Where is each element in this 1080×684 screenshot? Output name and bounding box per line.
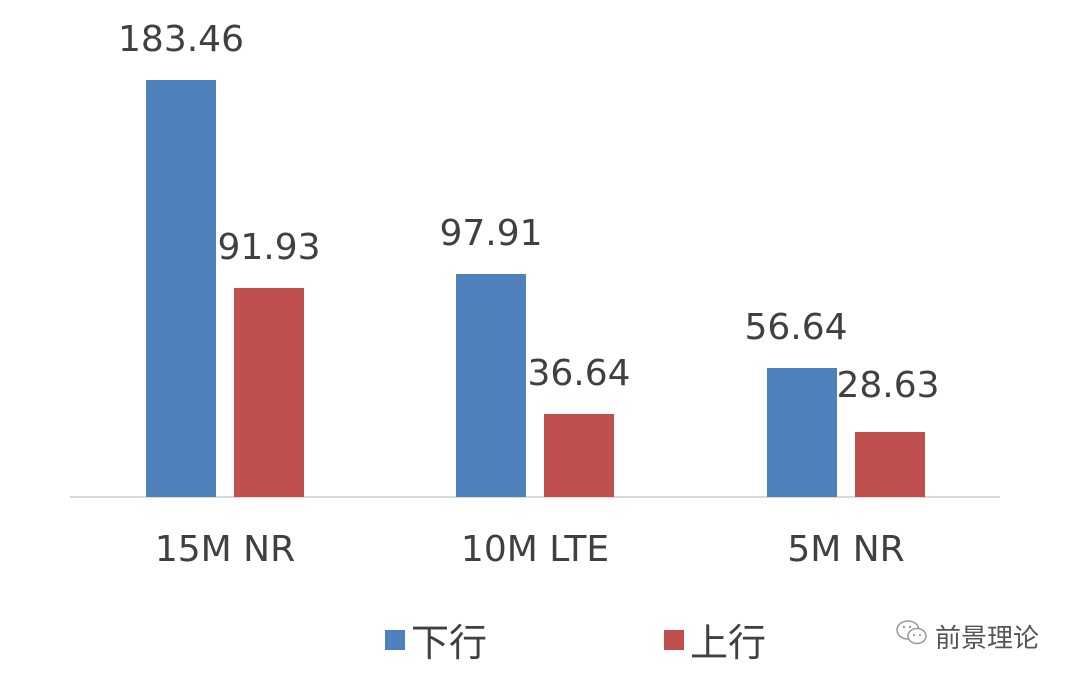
category-label: 15M NR (154, 529, 296, 570)
data-label: 28.63 (836, 364, 940, 406)
bar-downlink (146, 80, 216, 497)
bar-uplink (855, 431, 925, 497)
data-label: 97.91 (439, 213, 543, 255)
data-label: 56.64 (744, 307, 848, 349)
legend-swatch-downlink (385, 629, 405, 650)
legend-item-uplink: 上行 (664, 612, 766, 667)
legend-item-downlink: 下行 (385, 612, 487, 667)
data-label: 36.64 (527, 352, 631, 394)
data-label: 91.93 (217, 227, 321, 269)
x-axis-line (70, 496, 1000, 498)
data-label: 183.46 (118, 19, 244, 60)
category-label: 5M NR (787, 529, 905, 570)
legend-label-uplink: 上行 (690, 621, 767, 665)
bar-uplink (544, 413, 614, 497)
bar-uplink (234, 288, 304, 497)
watermark-text: 前景理论 (935, 624, 1040, 654)
bar-downlink (767, 368, 837, 497)
legend-label-downlink: 下行 (411, 621, 488, 665)
wechat-icon (895, 618, 935, 655)
category-label: 10M LTE (460, 529, 610, 570)
legend-swatch-uplink (664, 629, 684, 650)
bar-downlink (456, 274, 526, 497)
watermark: 前景理论 (895, 618, 1039, 655)
